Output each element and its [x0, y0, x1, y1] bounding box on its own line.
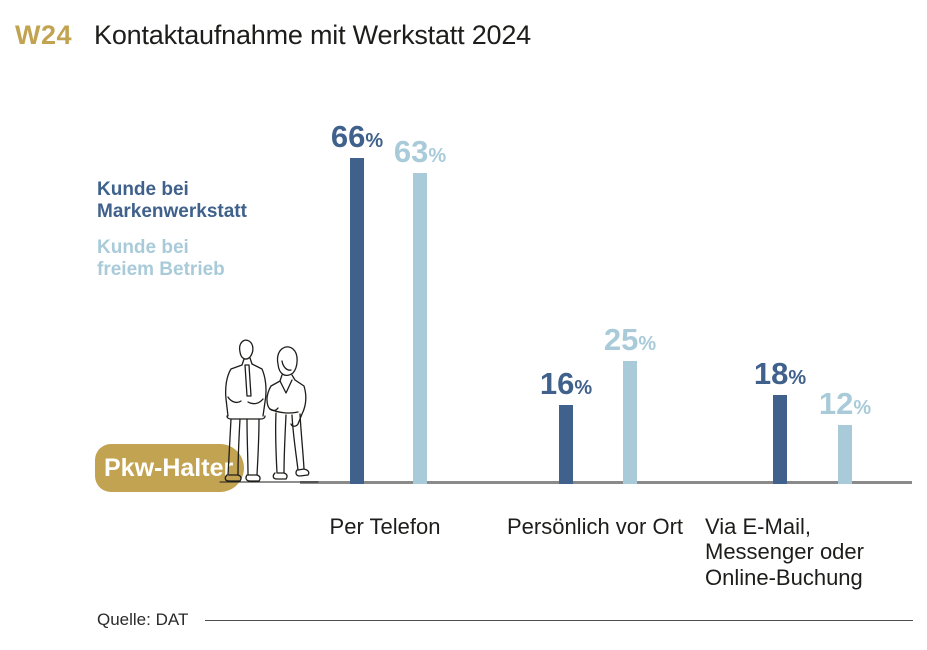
axis-subject-badge: Pkw-Halter — [95, 444, 244, 492]
bar-value-markenwerkstatt-1: 16% — [539, 366, 593, 401]
x-axis-line — [300, 481, 912, 484]
source-label: Quelle: DAT — [97, 610, 189, 629]
bar-freier-betrieb-1 — [623, 361, 637, 484]
bar-value-markenwerkstatt-2: 18% — [753, 356, 807, 391]
bar-value-freier-betrieb-1: 25% — [603, 322, 657, 357]
bar-freier-betrieb-2 — [838, 425, 852, 484]
bar-value-freier-betrieb-0: 63% — [393, 134, 447, 169]
axis-subject-label: Pkw-Halter — [104, 453, 234, 482]
bar-markenwerkstatt-1 — [559, 405, 573, 484]
legend-series2: Kunde bei freiem Betrieb — [97, 236, 225, 281]
bar-markenwerkstatt-2 — [773, 395, 787, 484]
source-divider-line — [205, 620, 913, 621]
page-title: Kontaktaufnahme mit Werkstatt 2024 — [94, 20, 531, 50]
legend-series1: Kunde bei Markenwerkstatt — [97, 179, 247, 223]
category-label-persoenlich: Persönlich vor Ort — [506, 514, 684, 539]
legend: Kunde bei Markenwerkstatt Kunde bei frei… — [97, 179, 297, 282]
bar-freier-betrieb-0 — [413, 173, 427, 484]
chart-code-tag: W24 — [15, 20, 73, 50]
people-illustration — [219, 339, 319, 483]
category-label-per-telefon: Per Telefon — [329, 514, 441, 539]
bar-markenwerkstatt-0 — [350, 158, 364, 484]
bar-value-freier-betrieb-2: 12% — [818, 386, 872, 421]
bar-value-markenwerkstatt-0: 66% — [330, 119, 384, 154]
category-label-email: Via E-Mail, Messenger oder Online-Buchun… — [705, 514, 864, 590]
header: W24 Kontaktaufnahme mit Werkstatt 2024 — [15, 20, 531, 51]
